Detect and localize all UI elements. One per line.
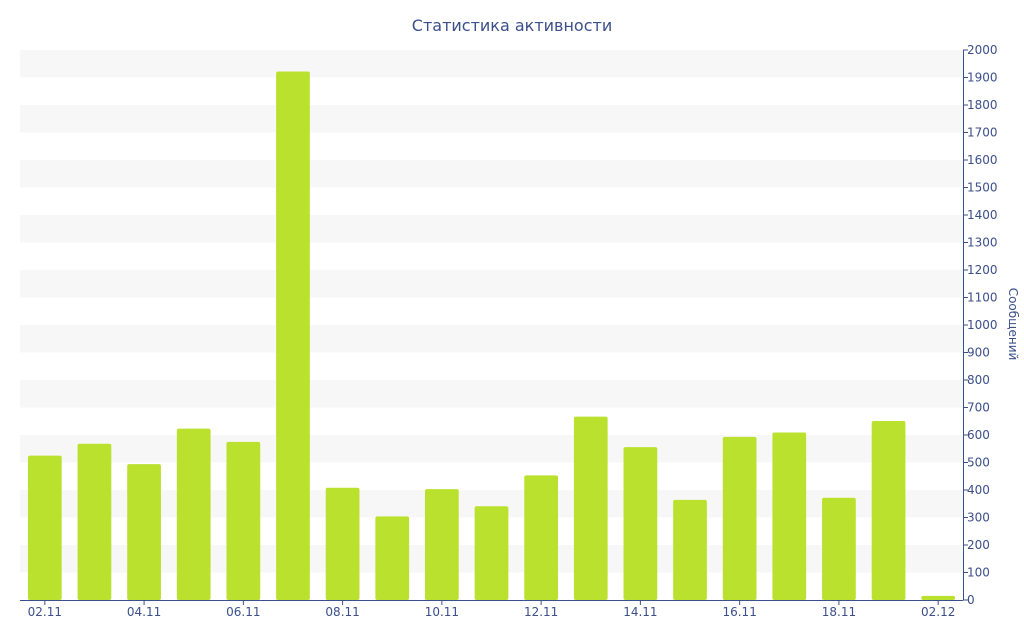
bar-18.11 — [822, 497, 856, 600]
bar-06.11 — [226, 441, 261, 601]
y-tick-label: 800 — [967, 373, 990, 387]
bar-09.11 — [375, 516, 410, 600]
x-tick-label: 14.11 — [623, 605, 657, 619]
grid-band — [20, 50, 963, 78]
y-tick-label: 1100 — [967, 291, 998, 305]
y-tick-label: 1000 — [967, 318, 998, 332]
chart-title: Статистика активности — [411, 16, 613, 35]
bar-02.11 — [27, 455, 62, 601]
grid-band — [20, 105, 963, 133]
bar-19.11 — [871, 420, 906, 600]
bar-04.11 — [127, 464, 161, 600]
y-tick-label: 500 — [967, 456, 990, 470]
y-tick-label: 600 — [967, 428, 990, 442]
y-tick-label: 1900 — [967, 71, 998, 85]
x-tick-label: 04.11 — [127, 605, 161, 619]
y-tick-label: 1300 — [967, 236, 998, 250]
x-tick-label: 10.11 — [425, 605, 459, 619]
bar-15.11 — [673, 499, 707, 600]
bar-14.11 — [623, 447, 658, 600]
y-tick-label: 900 — [967, 346, 990, 360]
grid-bands — [20, 50, 963, 573]
bar-16.11 — [722, 436, 757, 600]
y-tick-label: 1700 — [967, 126, 998, 140]
y-tick-label: 1500 — [967, 181, 998, 195]
bar-08.11 — [325, 487, 360, 600]
x-tick-label: 16.11 — [722, 605, 756, 619]
bar-13.11 — [573, 416, 608, 600]
y-tick-label: 400 — [967, 483, 990, 497]
grid-band — [20, 435, 963, 463]
x-tick-label: 06.11 — [226, 605, 260, 619]
bar-03.11 — [77, 443, 112, 600]
y-tick-label: 700 — [967, 401, 990, 415]
bar-12.11 — [524, 475, 559, 600]
bar-11.11 — [474, 506, 509, 600]
grid-band — [20, 215, 963, 243]
x-tick-label: 12.11 — [524, 605, 558, 619]
bar-02.12 — [921, 595, 956, 601]
bar-05.11 — [176, 428, 211, 600]
y-axis: 0 100 200 300 400 500 600 700 800 900 1000 1100 1200… — [963, 43, 998, 607]
grid-band — [20, 380, 963, 408]
y-tick-label: 0 — [967, 593, 975, 607]
grid-band — [20, 325, 963, 353]
bar-10.11 — [424, 489, 459, 600]
x-tick-label: 08.11 — [325, 605, 359, 619]
grid-band — [20, 160, 963, 188]
y-tick-label: 1400 — [967, 208, 998, 222]
y-tick-label: 1800 — [967, 98, 998, 112]
x-tick-label: 02.12 — [921, 605, 955, 619]
y-tick-label: 300 — [967, 511, 990, 525]
y-tick-label: 2000 — [967, 43, 998, 57]
bar-series — [27, 71, 956, 601]
y-tick-label: 1600 — [967, 153, 998, 167]
y-axis-title: Сообщений — [1006, 288, 1020, 361]
y-tick-label: 1200 — [967, 263, 998, 277]
bar-07.11 — [276, 71, 310, 600]
x-axis: 02.11 04.11 06.11 08.11 10.11 12.11 14.11 16.11… — [20, 600, 963, 619]
bar-17.11 — [772, 432, 807, 600]
y-tick-label: 100 — [967, 566, 990, 580]
x-tick-label: 18.11 — [822, 605, 856, 619]
y-tick-label: 200 — [967, 538, 990, 552]
x-tick-label: 02.11 — [28, 605, 62, 619]
grid-band — [20, 270, 963, 298]
